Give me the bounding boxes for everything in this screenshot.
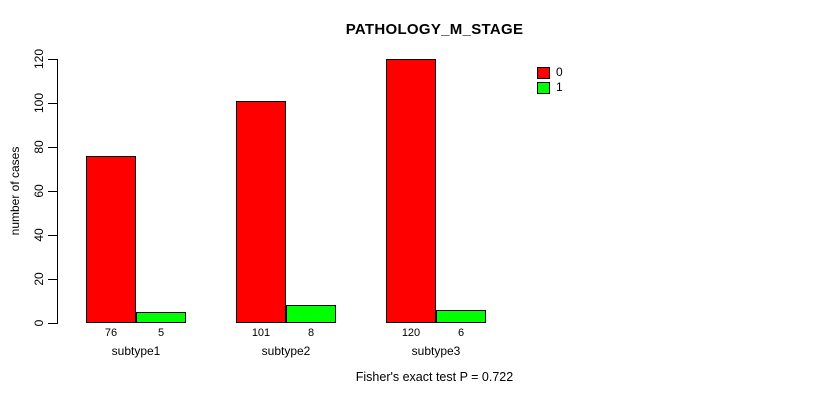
bar-value-label: 5 <box>157 327 165 339</box>
y-tick-mark <box>48 191 57 192</box>
y-tick-mark <box>48 147 57 148</box>
y-tick-label: 0 <box>32 319 46 327</box>
annotation-text: Fisher's exact test P = 0.722 <box>355 370 514 384</box>
y-tick-label: 20 <box>32 272 46 286</box>
legend-item: 0 <box>537 66 563 79</box>
bar-value-label: 8 <box>307 327 315 339</box>
bar-value-label: 120 <box>401 327 421 339</box>
bar-subtype3-series-1 <box>436 310 486 323</box>
bar-subtype1-series-0 <box>86 156 136 323</box>
y-tick-label: 100 <box>32 92 46 114</box>
bar-value-label: 6 <box>457 327 465 339</box>
category-label: subtype2 <box>261 344 311 358</box>
y-tick-mark <box>48 235 57 236</box>
chart-title: PATHOLOGY_M_STAGE <box>345 21 524 38</box>
y-tick-mark <box>48 103 57 104</box>
legend-item: 1 <box>537 81 563 94</box>
y-tick-label: 120 <box>32 48 46 70</box>
legend-swatch <box>537 66 550 79</box>
category-label: subtype3 <box>411 344 461 358</box>
bar-subtype2-series-0 <box>236 101 286 323</box>
y-axis-label: number of cases <box>8 146 22 236</box>
bar-subtype3-series-0 <box>386 59 436 323</box>
y-tick-mark <box>48 323 57 324</box>
y-tick-label: 40 <box>32 228 46 242</box>
y-tick-label: 60 <box>32 184 46 198</box>
y-tick-label: 80 <box>32 140 46 154</box>
bar-value-label: 76 <box>104 327 118 339</box>
legend-label: 0 <box>556 65 563 79</box>
bar-value-label: 101 <box>251 327 271 339</box>
legend-swatch <box>537 81 550 94</box>
bar-subtype2-series-1 <box>286 305 336 323</box>
legend-label: 1 <box>556 80 563 94</box>
bar-subtype1-series-1 <box>136 312 186 323</box>
y-tick-mark <box>48 59 57 60</box>
category-label: subtype1 <box>111 344 161 358</box>
y-tick-mark <box>48 279 57 280</box>
y-axis-line <box>57 59 58 324</box>
